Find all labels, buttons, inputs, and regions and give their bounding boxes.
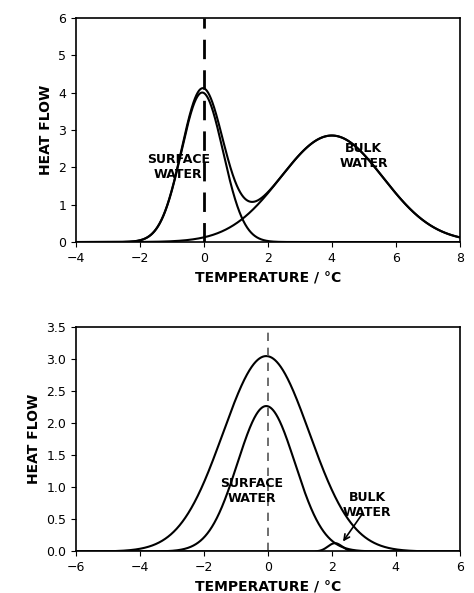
Text: SURFACE
WATER: SURFACE WATER <box>147 153 210 181</box>
X-axis label: TEMPERATURE / °C: TEMPERATURE / °C <box>195 580 341 593</box>
Text: BULK
WATER: BULK WATER <box>343 492 392 519</box>
Y-axis label: HEAT FLOW: HEAT FLOW <box>38 85 53 175</box>
Y-axis label: HEAT FLOW: HEAT FLOW <box>27 394 41 484</box>
X-axis label: TEMPERATURE / °C: TEMPERATURE / °C <box>195 270 341 284</box>
Text: BULK
WATER: BULK WATER <box>339 142 388 170</box>
Text: SURFACE
WATER: SURFACE WATER <box>220 477 283 505</box>
